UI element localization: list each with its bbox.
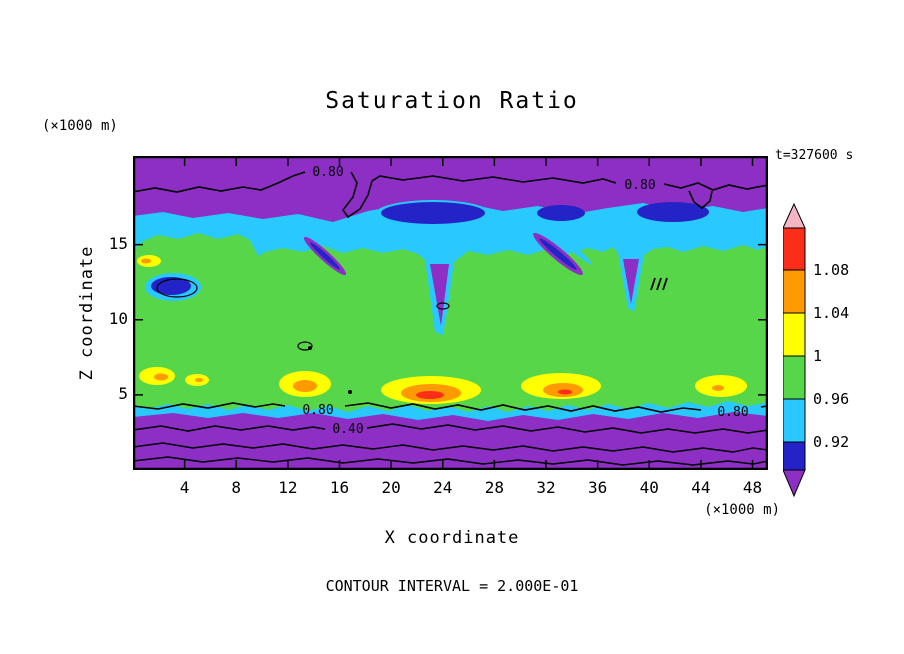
x-tick-label: 16 xyxy=(329,478,350,497)
x-axis-title: X coordinate xyxy=(384,528,520,548)
plot-frame xyxy=(132,155,769,471)
x-tick-label: 24 xyxy=(433,478,453,497)
x-axis-units: (×1000 m) xyxy=(704,502,780,518)
colorbar-label: 1.08 xyxy=(813,261,850,279)
field-green-region xyxy=(133,233,768,412)
field-navy-streak xyxy=(310,242,340,270)
colorbar-segment-cyan xyxy=(783,398,806,443)
y-tick-label: 5 xyxy=(118,383,128,403)
x-tick-label: 40 xyxy=(639,478,659,497)
contour-line-low-1 xyxy=(132,442,769,453)
x-tick-label: 8 xyxy=(231,478,242,497)
x-tick-label: 28 xyxy=(484,478,504,497)
contour-dot xyxy=(308,346,312,350)
field-navy-patch xyxy=(637,202,709,222)
y-axis-title: Z coordinate xyxy=(77,245,97,381)
colorbar-label: 0.92 xyxy=(813,433,850,451)
colorbar-arrow-top xyxy=(783,202,806,229)
x-tick-label: 12 xyxy=(278,478,298,497)
field-navy-patch xyxy=(537,205,585,221)
colorbar-arrow-bottom xyxy=(783,469,806,498)
y-tick-label: 10 xyxy=(108,308,128,328)
contour-field: 0.80 0.80 0.80 0.80 0.40 xyxy=(132,155,769,471)
field-purple-notch xyxy=(623,259,639,304)
hotspot-red-core xyxy=(416,391,444,399)
contour-line-040 xyxy=(132,423,769,434)
chart-title: Saturation Ratio xyxy=(325,88,579,114)
hotspot-orange xyxy=(712,385,724,391)
contour-ring xyxy=(297,341,313,351)
hotspot-orange xyxy=(141,258,151,264)
contour-label: 0.80 xyxy=(717,405,748,420)
field-navy-patch xyxy=(151,277,191,295)
contour-line-080-top xyxy=(132,171,769,219)
x-tick-label: 36 xyxy=(587,478,608,497)
contour-dot xyxy=(348,390,352,394)
contour-label: 0.80 xyxy=(624,178,655,193)
field-navy-streak xyxy=(539,238,577,270)
field-navy-patch xyxy=(381,202,485,224)
contour-label: 0.80 xyxy=(312,165,343,180)
y-tick-label: 15 xyxy=(108,233,128,253)
x-tick-label: 48 xyxy=(742,478,763,497)
field-purple-notch xyxy=(430,264,449,326)
contour-label: 0.80 xyxy=(302,403,333,418)
contour-hash-marks xyxy=(650,277,668,291)
contour-ring xyxy=(436,302,450,310)
plot-area: 0.80 0.80 0.80 0.80 0.40 xyxy=(132,155,769,471)
colorbar-segment-red xyxy=(783,227,806,271)
contour-line-low-2 xyxy=(132,456,769,466)
field-cyan-streak xyxy=(548,227,592,265)
x-tick-label: 44 xyxy=(691,478,711,497)
colorbar-label: 1 xyxy=(813,347,823,365)
hotspot-red-core xyxy=(558,389,572,395)
colorbar-segment-orange xyxy=(783,269,806,314)
time-annotation: t=327600 s xyxy=(775,148,854,163)
x-tick-label: 20 xyxy=(381,478,401,497)
contour-ring xyxy=(156,278,198,298)
x-tick-label: 32 xyxy=(536,478,556,497)
colorbar-segment-green xyxy=(783,355,806,400)
colorbar-label: 0.96 xyxy=(813,390,850,408)
contour-interval-note: CONTOUR INTERVAL = 2.000E-01 xyxy=(325,577,579,595)
hotspot-orange xyxy=(195,378,203,382)
y-axis-units: (×1000 m) xyxy=(42,118,118,134)
contour-label: 0.40 xyxy=(332,422,363,437)
colorbar-segment-navy xyxy=(783,441,806,471)
x-tick-label: 4 xyxy=(179,478,190,497)
colorbar xyxy=(783,202,806,498)
colorbar-segment-yellow xyxy=(783,312,806,357)
hotspot-orange xyxy=(293,380,317,392)
hotspot-orange xyxy=(154,373,168,381)
colorbar-label: 1.04 xyxy=(813,304,850,322)
